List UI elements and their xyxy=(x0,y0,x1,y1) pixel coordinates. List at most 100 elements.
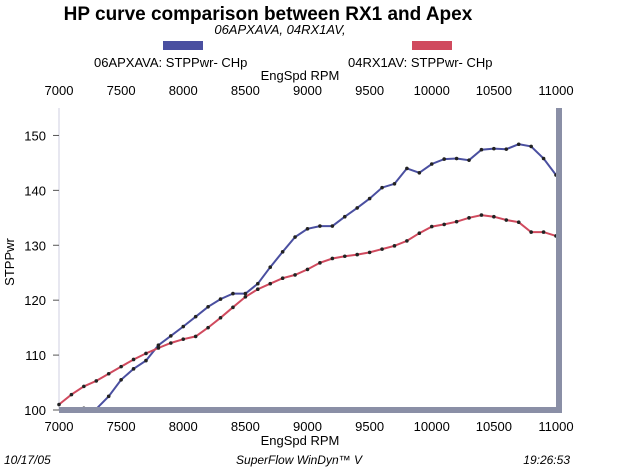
series-1-point xyxy=(479,147,484,152)
series-2-point xyxy=(255,287,260,292)
series-1-point xyxy=(181,324,186,329)
series-2-point xyxy=(280,276,285,281)
legend-swatch-series-1 xyxy=(163,41,203,50)
x-tick-label: 8500 xyxy=(231,419,260,434)
series-2-point xyxy=(355,252,360,257)
legend-swatch-series-2 xyxy=(412,41,452,50)
series-1-point xyxy=(268,265,273,270)
x-tick-label-top: 7500 xyxy=(107,83,136,98)
series-2-point xyxy=(541,230,546,234)
series-2-point xyxy=(380,247,384,251)
x-tick-label: 11000 xyxy=(538,419,573,434)
series-2-point xyxy=(467,216,471,220)
series-1-point xyxy=(280,250,285,254)
series-1-point xyxy=(392,181,397,186)
legend-label-series-2: 04RX1AV: STPPwr- CHp xyxy=(348,55,493,70)
series-2-point xyxy=(305,267,310,272)
x-axis-label-top: EngSpd RPM xyxy=(261,68,340,83)
series-1-point xyxy=(255,281,260,286)
x-tick-label: 10500 xyxy=(476,419,512,434)
series-1-point xyxy=(119,378,123,382)
series-2-point xyxy=(144,351,148,356)
series-1-point xyxy=(218,297,223,301)
series-2-point xyxy=(131,357,136,362)
series-1-point xyxy=(467,158,471,162)
series-2-point xyxy=(169,341,173,345)
series-2-point xyxy=(442,222,446,227)
y-tick-label: 110 xyxy=(25,348,46,363)
series-1-point xyxy=(193,314,198,319)
series-2-point xyxy=(82,384,86,389)
x-tick-label: 7500 xyxy=(107,419,136,434)
x-tick-label: 10000 xyxy=(414,419,450,434)
series-1-point xyxy=(417,170,422,175)
series-2-point xyxy=(504,218,509,222)
series-1-point xyxy=(144,358,148,363)
series-1-point xyxy=(293,235,297,239)
series-layer xyxy=(57,142,558,411)
x-tick-label-top: 10500 xyxy=(476,83,512,98)
plot-frame-right xyxy=(556,108,562,411)
series-1-point xyxy=(454,156,459,161)
series-2-point xyxy=(231,305,235,310)
series-1-point xyxy=(106,394,111,399)
series-1-point xyxy=(243,291,248,296)
plot-frame-bottom xyxy=(59,407,562,413)
x-tick-label: 9500 xyxy=(355,419,384,434)
series-1-point xyxy=(206,304,210,309)
series-2-point xyxy=(218,315,223,320)
series-1-point xyxy=(131,367,136,371)
series-2 xyxy=(57,213,558,407)
series-1 xyxy=(82,142,558,411)
x-axis-label-bottom: EngSpd RPM xyxy=(261,433,340,448)
series-2-point xyxy=(529,230,533,234)
x-tick-label: 9000 xyxy=(293,419,322,434)
series-1-point xyxy=(380,185,384,190)
y-axis-ticks: 100 110 120 130 140 150 xyxy=(24,128,59,418)
y-tick-label: 150 xyxy=(24,128,46,143)
series-1-point xyxy=(504,147,509,151)
series-1-point xyxy=(305,227,310,231)
series-1-point xyxy=(541,156,546,161)
series-2-point xyxy=(417,231,422,235)
x-tick-label-top: 9500 xyxy=(355,83,384,98)
series-2-point xyxy=(268,281,273,286)
series-2-point xyxy=(318,261,322,265)
y-tick-label: 100 xyxy=(24,403,46,418)
x-tick-label-top: 10000 xyxy=(414,83,450,98)
series-2-point xyxy=(57,402,61,407)
series-1-point xyxy=(231,291,235,296)
series-1-line xyxy=(83,143,557,410)
series-2-point xyxy=(69,392,74,397)
series-2-point xyxy=(479,213,484,217)
x-axis-ticks-bottom: 7000 7500 8000 8500 9000 9500 10000 10500 11000 xyxy=(45,419,574,434)
x-tick-label-top: 8000 xyxy=(169,83,198,98)
series-2-point xyxy=(392,244,397,248)
chart-subtitle: 06APXAVA, 04RX1AV, xyxy=(214,22,345,37)
legend-label-series-1: 06APXAVA: STPPwr- CHp xyxy=(94,55,247,70)
series-2-point xyxy=(454,219,459,224)
x-tick-label-top: 7000 xyxy=(45,83,74,98)
series-2-point xyxy=(94,379,99,383)
series-1-point xyxy=(442,157,446,161)
x-tick-label-top: 9000 xyxy=(293,83,322,98)
series-2-point xyxy=(119,364,123,369)
series-2-point xyxy=(516,220,521,225)
series-2-point xyxy=(342,254,347,259)
series-1-point xyxy=(342,214,347,219)
footer-date: 10/17/05 xyxy=(4,453,51,467)
x-axis-ticks-top: 7000 7500 8000 8500 9000 9500 10000 10500 11000 xyxy=(45,83,574,98)
series-2-point xyxy=(492,214,496,219)
footer-software: SuperFlow WinDyn™ V xyxy=(236,453,363,467)
x-tick-label: 7000 xyxy=(45,419,74,434)
series-2-point xyxy=(193,334,198,339)
series-2-point xyxy=(293,273,297,277)
y-tick-label: 130 xyxy=(24,238,46,253)
series-2-point xyxy=(181,337,186,341)
series-1-point xyxy=(330,224,335,228)
series-1-point xyxy=(367,196,372,201)
series-2-point xyxy=(405,239,409,243)
series-2-point xyxy=(429,224,434,229)
y-axis-label: STPPwr xyxy=(2,237,17,285)
